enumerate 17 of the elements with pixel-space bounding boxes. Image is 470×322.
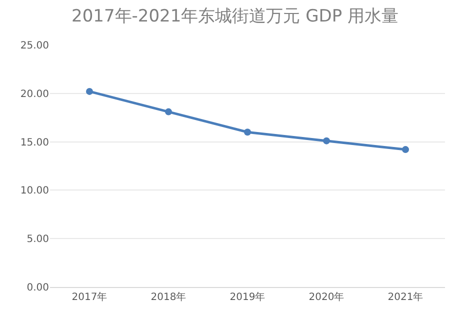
x-tick-label: 2020年 xyxy=(308,291,344,303)
y-tick-label: 20.00 xyxy=(20,88,49,100)
point xyxy=(323,137,330,144)
point xyxy=(402,146,409,154)
x-tick-label: 2018年 xyxy=(150,291,186,303)
y-tick-label: 10.00 xyxy=(20,186,49,197)
point xyxy=(165,108,172,116)
y-tick-label: 15.00 xyxy=(20,137,49,148)
y-tick-label: 25.00 xyxy=(20,40,49,52)
y-tick-label: 5.00 xyxy=(26,234,49,246)
chart-title: 2017年-2021年东城街道万元 GDP 用水量 xyxy=(72,6,398,27)
point xyxy=(244,128,251,136)
x-tick-label: 2019年 xyxy=(230,291,266,303)
x-tick-label: 2021年 xyxy=(388,291,424,303)
x-tick-label: 2017年 xyxy=(72,291,108,303)
y-tick-label: 0.00 xyxy=(26,282,49,294)
point xyxy=(86,88,93,95)
